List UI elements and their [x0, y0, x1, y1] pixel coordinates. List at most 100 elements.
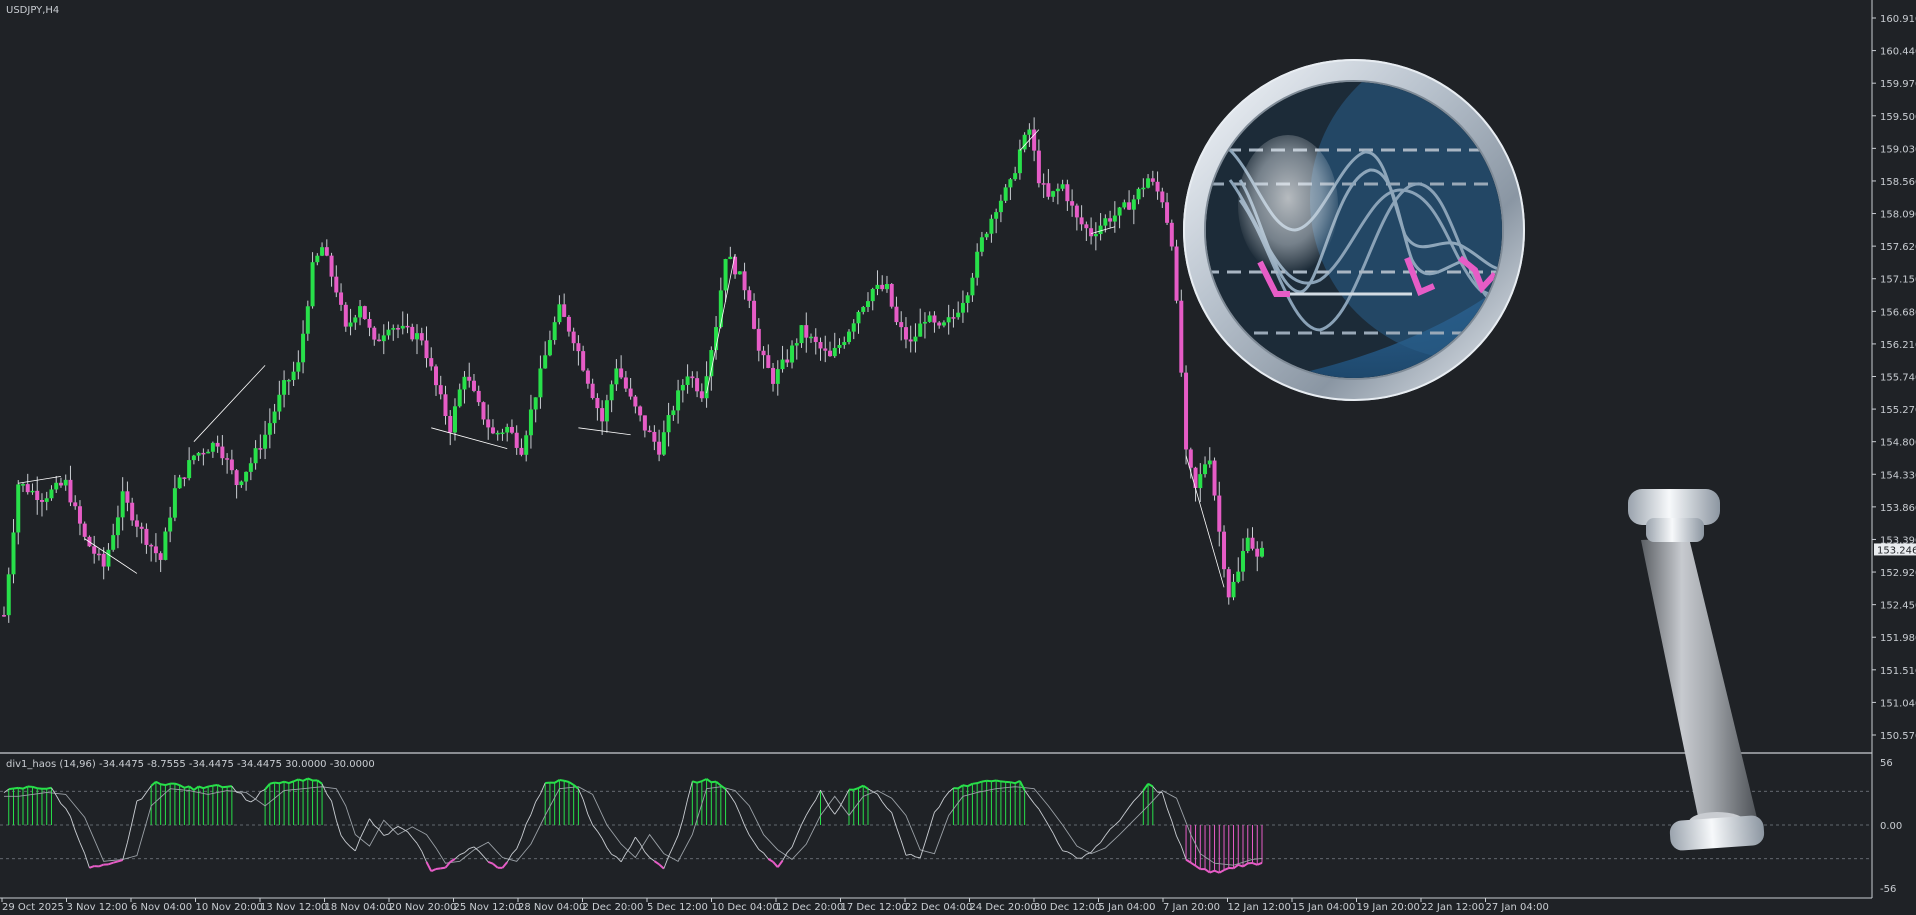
candle-bear[interactable]	[490, 427, 495, 434]
candle-bull[interactable]	[315, 255, 320, 263]
candle-bull[interactable]	[415, 333, 420, 340]
candle-bear[interactable]	[519, 447, 524, 455]
candle-bull[interactable]	[870, 288, 875, 302]
candle-bear[interactable]	[1079, 217, 1084, 225]
candle-bear[interactable]	[433, 366, 438, 386]
candle-bull[interactable]	[187, 460, 192, 479]
candle-bull[interactable]	[253, 448, 258, 464]
candle-bull[interactable]	[837, 344, 842, 348]
candle-bull[interactable]	[989, 218, 994, 234]
candle-bear[interactable]	[699, 391, 704, 399]
candle-bear[interactable]	[225, 458, 230, 460]
candle-bull[interactable]	[263, 434, 268, 449]
candle-bear[interactable]	[1155, 181, 1160, 192]
candle-bull[interactable]	[1146, 178, 1151, 188]
candle-bear[interactable]	[481, 402, 486, 420]
candle-bear[interactable]	[1255, 548, 1260, 557]
candle-bear[interactable]	[600, 408, 605, 422]
candle-bear[interactable]	[1188, 449, 1193, 468]
candle-bear[interactable]	[1160, 191, 1165, 203]
candle-bear[interactable]	[158, 553, 163, 560]
candle-bull[interactable]	[557, 304, 562, 323]
candle-bull[interactable]	[913, 336, 918, 342]
candle-bear[interactable]	[747, 290, 752, 301]
candle-bear[interactable]	[476, 390, 481, 403]
candle-bull[interactable]	[856, 311, 861, 324]
candle-bear[interactable]	[82, 523, 87, 537]
candle-bull[interactable]	[524, 435, 529, 455]
candle-bull[interactable]	[206, 451, 211, 454]
candle-bull[interactable]	[1098, 225, 1103, 235]
candle-bear[interactable]	[761, 350, 766, 356]
candle-bull[interactable]	[1236, 571, 1241, 582]
candle-bull[interactable]	[1122, 202, 1127, 208]
candle-bull[interactable]	[20, 484, 25, 486]
candle-bear[interactable]	[486, 419, 491, 428]
candle-bear[interactable]	[1226, 569, 1231, 598]
candle-bear[interactable]	[1250, 537, 1255, 549]
candle-bull[interactable]	[1027, 129, 1032, 135]
candle-bear[interactable]	[1165, 202, 1170, 223]
candle-bull[interactable]	[1093, 234, 1098, 237]
candle-bear[interactable]	[742, 271, 747, 291]
candle-bear[interactable]	[733, 256, 738, 275]
candle-bull[interactable]	[282, 380, 287, 395]
candle-bear[interactable]	[410, 326, 415, 340]
candle-bull[interactable]	[239, 481, 244, 486]
candle-bear[interactable]	[638, 406, 643, 416]
candle-bull[interactable]	[462, 376, 467, 390]
candle-bear[interactable]	[595, 397, 600, 409]
candle-bull[interactable]	[1260, 547, 1264, 557]
candle-bull[interactable]	[30, 490, 35, 493]
candle-bear[interactable]	[201, 452, 206, 455]
candle-bear[interactable]	[1089, 228, 1094, 237]
candle-bull[interactable]	[348, 322, 353, 327]
candle-bull[interactable]	[728, 256, 733, 260]
candle-bear[interactable]	[1184, 372, 1189, 450]
candle-bear[interactable]	[932, 315, 937, 323]
candle-bull[interactable]	[248, 463, 253, 472]
candle-bull[interactable]	[704, 376, 709, 399]
candle-bull[interactable]	[956, 312, 961, 318]
candle-bull[interactable]	[775, 369, 780, 384]
candle-bear[interactable]	[324, 247, 329, 256]
candle-bear[interactable]	[695, 378, 700, 392]
candle-bear[interactable]	[149, 544, 154, 547]
candle-bull[interactable]	[244, 471, 249, 482]
candle-bear[interactable]	[1070, 201, 1075, 206]
candle-bull[interactable]	[191, 455, 196, 461]
candle-bear[interactable]	[566, 316, 571, 332]
candle-bear[interactable]	[951, 317, 956, 319]
candle-bear[interactable]	[509, 426, 514, 433]
candle-bull[interactable]	[457, 389, 462, 407]
candle-bull[interactable]	[495, 432, 500, 435]
candle-bear[interactable]	[96, 553, 101, 556]
candle-bull[interactable]	[884, 284, 889, 290]
candle-bear[interactable]	[894, 306, 899, 323]
candle-bear[interactable]	[367, 318, 372, 328]
candle-bear[interactable]	[329, 255, 334, 277]
candle-bull[interactable]	[1141, 187, 1146, 190]
candle-bear[interactable]	[234, 470, 239, 486]
candle-bull[interactable]	[1013, 173, 1018, 180]
candle-bear[interactable]	[1169, 222, 1174, 247]
candle-bull[interactable]	[6, 574, 11, 616]
candle-bear[interactable]	[1150, 178, 1155, 182]
candle-bull[interactable]	[115, 517, 120, 536]
candle-bear[interactable]	[334, 276, 339, 293]
candle-bull[interactable]	[320, 247, 325, 256]
candle-bull[interactable]	[168, 517, 173, 532]
candle-bull[interactable]	[1241, 551, 1246, 572]
candle-bull[interactable]	[381, 335, 386, 342]
candle-bear[interactable]	[1065, 184, 1070, 202]
candle-bull[interactable]	[1103, 218, 1108, 226]
candle-bear[interactable]	[1032, 129, 1037, 151]
candle-bull[interactable]	[718, 290, 723, 328]
candle-bull[interactable]	[196, 452, 201, 456]
candle-bull[interactable]	[851, 323, 856, 332]
candle-bull[interactable]	[277, 394, 282, 412]
candle-bull[interactable]	[1245, 537, 1250, 552]
candle-bull[interactable]	[875, 284, 880, 289]
candle-bull[interactable]	[1112, 215, 1117, 222]
candle-bull[interactable]	[111, 535, 116, 550]
